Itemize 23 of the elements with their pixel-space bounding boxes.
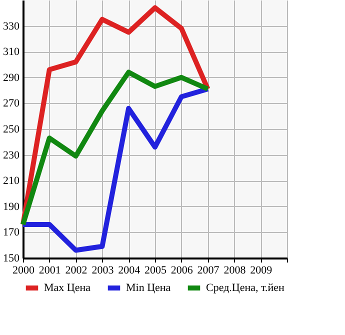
y-tick-label: 330 <box>3 20 20 32</box>
x-tick-label: 2008 <box>224 264 246 276</box>
x-tick-label: 2003 <box>92 264 114 276</box>
x-tick-label: 2000 <box>12 264 35 276</box>
y-tick-label: 170 <box>3 226 20 239</box>
legend-label: Max Цена <box>44 282 91 294</box>
legend-label: Сред.Цена, т.йен <box>206 282 285 294</box>
x-tick-label: 2004 <box>118 264 141 276</box>
x-tick-label: 2007 <box>197 264 220 276</box>
legend-label: Min Цена <box>126 282 171 294</box>
y-tick-label: 270 <box>3 98 20 110</box>
y-tick-label: 150 <box>3 252 20 264</box>
y-tick-label: 310 <box>3 46 20 58</box>
y-tick-label: 290 <box>3 72 20 84</box>
x-tick-label: 2002 <box>65 264 88 276</box>
x-tick-label: 2006 <box>170 264 194 276</box>
y-tick-label: 210 <box>3 175 20 188</box>
y-tick-label: 230 <box>3 149 20 162</box>
x-tick-label: 2005 <box>144 264 167 276</box>
y-tick-label: 250 <box>3 124 20 136</box>
x-tick-label: 2009 <box>250 264 273 276</box>
x-tick-label: 2001 <box>38 264 61 276</box>
y-tick-label: 190 <box>3 200 20 213</box>
